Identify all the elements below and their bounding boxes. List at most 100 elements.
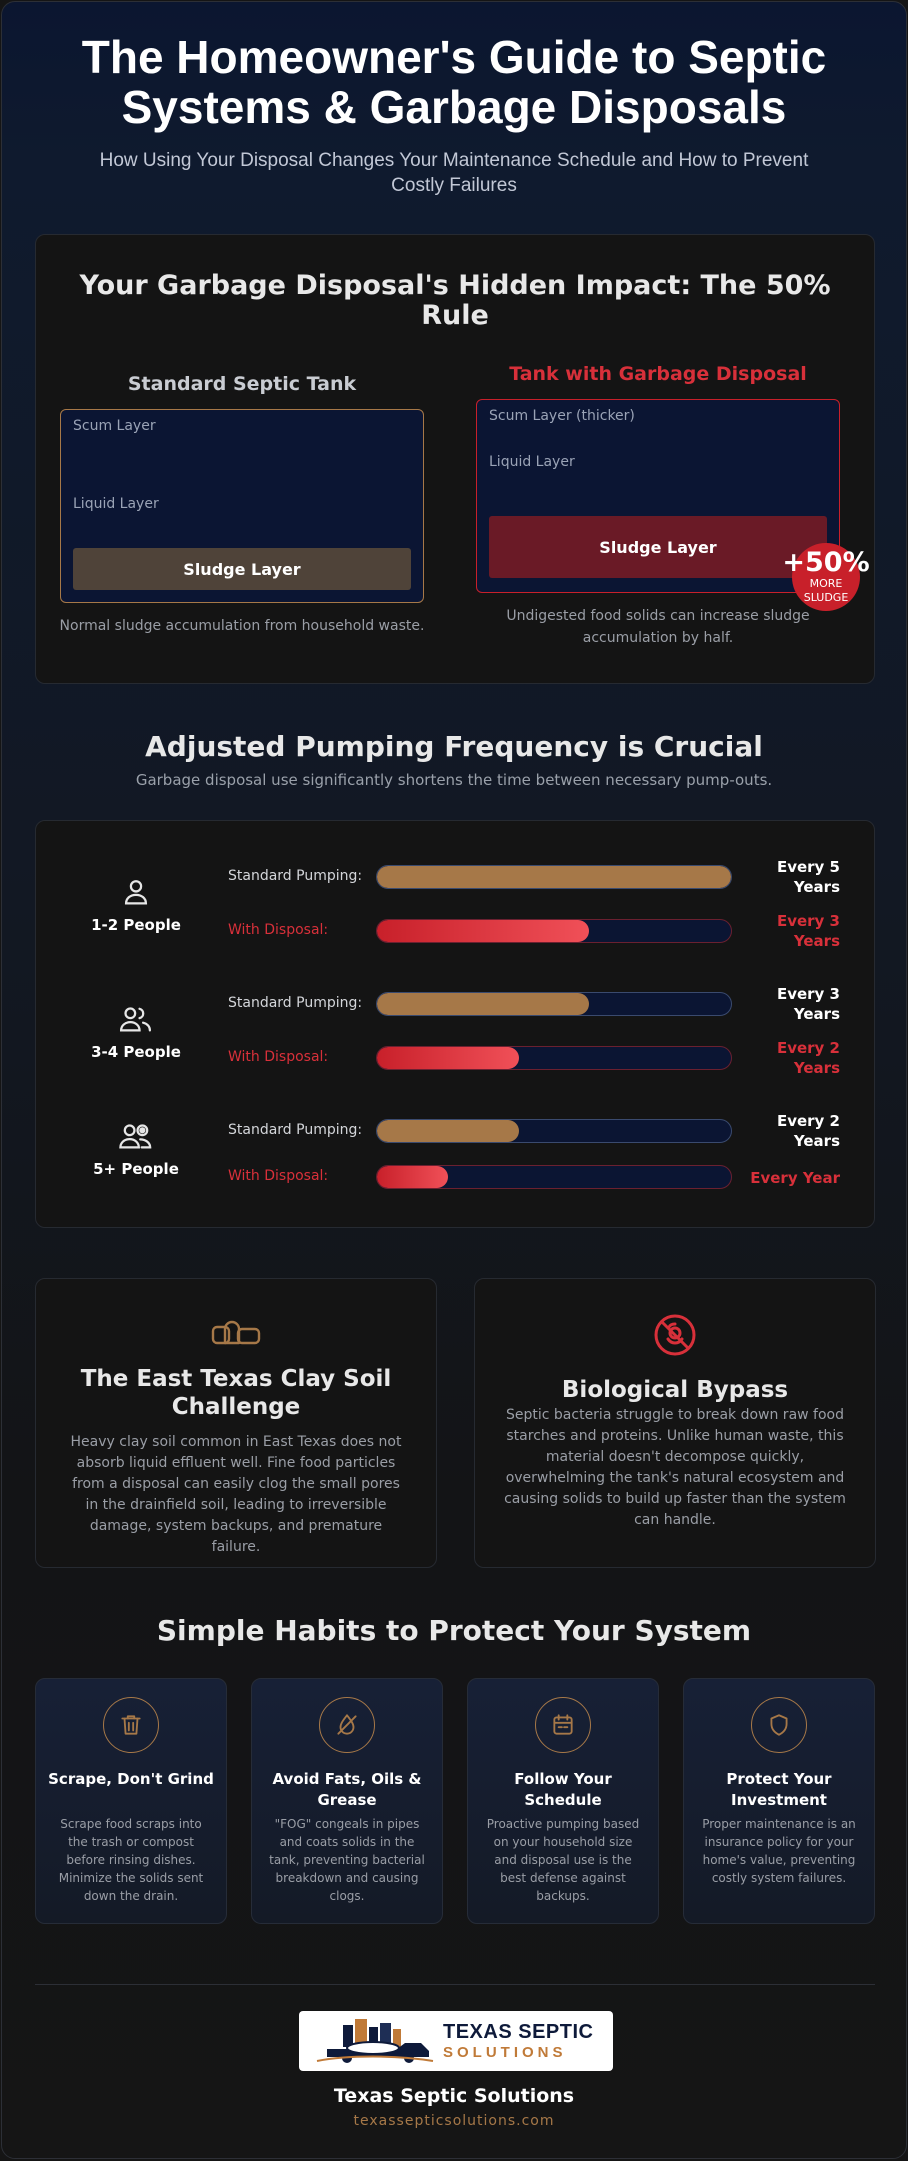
pumping-subtitle: Garbage disposal use significantly short… bbox=[135, 771, 773, 789]
biological-bypass-title: Biological Bypass bbox=[561, 1377, 789, 1403]
people-count-label: 1-2 People bbox=[91, 916, 181, 934]
standard-scum-label: Scum Layer bbox=[73, 418, 156, 434]
standard-pumping-value: Every 5 Years bbox=[776, 858, 840, 896]
habit-icon-circle bbox=[751, 1697, 807, 1753]
disposal-tank-heading: Tank with Garbage Disposal bbox=[509, 363, 807, 385]
habit-text: Proper maintenance is an insurance polic… bbox=[702, 1817, 856, 1885]
habit-text: Scrape food scraps into the trash or com… bbox=[58, 1817, 204, 1903]
disposal-pumping-bar bbox=[376, 1046, 732, 1070]
shield-icon bbox=[770, 1714, 788, 1736]
habit-title: Avoid Fats, Oils & Grease bbox=[272, 1770, 422, 1809]
badge-value: +50% bbox=[782, 547, 870, 578]
household-size-5-plus: 5+ People bbox=[76, 1119, 196, 1178]
habit-title: Follow Your Schedule bbox=[514, 1770, 612, 1809]
disposal-liquid-label: Liquid Layer bbox=[489, 454, 575, 470]
no-grease-drop-icon bbox=[337, 1714, 357, 1735]
hero-header: The Homeowner's Guide to Septic Systems … bbox=[2, 2, 906, 198]
disposal-pumping-fill bbox=[377, 1047, 519, 1069]
disposal-pumping-bar bbox=[376, 1165, 732, 1189]
disposal-pumping-bar bbox=[376, 919, 732, 943]
disposal-pumping-value: Every 2 Years bbox=[776, 1039, 840, 1077]
standard-pumping-row: Standard Pumping: Every 3 Years bbox=[36, 985, 876, 1023]
fifty-percent-badge: +50% MORE SLUDGE bbox=[782, 543, 870, 611]
clay-soil-icon bbox=[211, 1320, 261, 1345]
disposal-pumping-value: Every Year bbox=[750, 1169, 840, 1187]
habit-card-schedule: Follow Your Schedule Proactive pumping b… bbox=[467, 1678, 659, 1924]
badge-label-sludge: SLUDGE bbox=[803, 591, 849, 604]
habits-title: Simple Habits to Protect Your System bbox=[156, 1614, 752, 1647]
group-people-icon bbox=[119, 1124, 152, 1149]
two-people-icon bbox=[119, 1007, 152, 1032]
clay-soil-text: Heavy clay soil common in East Texas doe… bbox=[70, 1434, 402, 1555]
standard-pumping-bar bbox=[376, 865, 732, 889]
standard-pumping-value: Every 2 Years bbox=[776, 1112, 840, 1150]
pumping-card: 1-2 People Standard Pumping: Every 5 Yea… bbox=[35, 820, 875, 1228]
disposal-pumping-label: With Disposal: bbox=[228, 922, 329, 938]
disposal-pumping-fill bbox=[377, 1166, 448, 1188]
habit-text: "FOG" congeals in pipes and coats solids… bbox=[269, 1817, 425, 1903]
disposal-pumping-fill bbox=[377, 920, 590, 942]
biological-bypass-text: Septic bacteria struggle to break down r… bbox=[504, 1407, 846, 1528]
standard-tank-diagram: Scum Layer Liquid Layer Sludge Layer bbox=[60, 409, 424, 603]
biohazard-icon bbox=[654, 1314, 696, 1356]
disposal-pumping-row: With Disposal: Every Year bbox=[36, 1163, 876, 1191]
standard-tank-heading: Standard Septic Tank bbox=[127, 373, 357, 395]
standard-liquid-label: Liquid Layer bbox=[73, 496, 159, 512]
impact-card: Your Garbage Disposal's Hidden Impact: T… bbox=[35, 234, 875, 684]
standard-pumping-value: Every 3 Years bbox=[776, 985, 840, 1023]
page-subtitle: How Using Your Disposal Changes Your Mai… bbox=[99, 150, 809, 196]
badge-label-more: MORE bbox=[809, 577, 843, 590]
people-count-label: 3-4 People bbox=[91, 1043, 181, 1061]
disposal-tank-caption: Undigested food solids can increase slud… bbox=[506, 608, 810, 646]
clay-soil-card: The East Texas Clay Soil Challenge Heavy… bbox=[35, 1278, 437, 1568]
standard-sludge-layer: Sludge Layer bbox=[73, 548, 411, 590]
standard-pumping-fill bbox=[377, 866, 731, 888]
trash-icon bbox=[121, 1715, 141, 1735]
company-name: Texas Septic Solutions bbox=[333, 2085, 575, 2107]
habit-title: Protect Your Investment bbox=[726, 1770, 832, 1809]
standard-pumping-fill bbox=[377, 993, 590, 1015]
standard-pumping-row: Standard Pumping: Every 5 Years bbox=[36, 858, 876, 896]
habit-icon-circle bbox=[103, 1697, 159, 1753]
standard-pumping-bar bbox=[376, 1119, 732, 1143]
single-person-icon bbox=[124, 880, 148, 905]
clay-soil-title: The East Texas Clay Soil Challenge bbox=[80, 1366, 392, 1420]
biological-bypass-card: Biological Bypass Septic bacteria strugg… bbox=[474, 1278, 876, 1568]
disposal-pumping-label: With Disposal: bbox=[228, 1049, 329, 1065]
disposal-tank-column: Tank with Garbage Disposal Scum Layer (t… bbox=[474, 235, 842, 649]
household-size-1-2: 1-2 People bbox=[76, 875, 196, 934]
habit-icon-circle bbox=[319, 1697, 375, 1753]
company-logo[interactable]: TEXAS SEPTIC SOLUTIONS bbox=[299, 2011, 613, 2071]
standard-tank-column: Standard Septic Tank Scum Layer Liquid L… bbox=[58, 235, 426, 637]
disposal-pumping-label: With Disposal: bbox=[228, 1168, 329, 1184]
logo-text-line2: SOLUTIONS bbox=[443, 2044, 567, 2061]
habit-card-investment: Protect Your Investment Proper maintenan… bbox=[683, 1678, 875, 1924]
habit-card-fog: Avoid Fats, Oils & Grease "FOG" congeals… bbox=[251, 1678, 443, 1924]
calendar-icon bbox=[553, 1714, 573, 1735]
household-size-3-4: 3-4 People bbox=[76, 1002, 196, 1061]
disposal-pumping-value: Every 3 Years bbox=[776, 912, 840, 950]
habit-icon-circle bbox=[535, 1697, 591, 1753]
people-count-label: 5+ People bbox=[93, 1160, 179, 1178]
logo-truck-skyline-icon bbox=[316, 2019, 434, 2063]
disposal-pumping-row: With Disposal: Every 3 Years bbox=[36, 912, 876, 950]
habit-text: Proactive pumping based on your househol… bbox=[486, 1817, 640, 1903]
habit-card-scrape: Scrape, Don't Grind Scrape food scraps i… bbox=[35, 1678, 227, 1924]
standard-pumping-label: Standard Pumping: bbox=[228, 868, 363, 884]
logo-text-line1: TEXAS SEPTIC bbox=[443, 2021, 594, 2043]
standard-pumping-label: Standard Pumping: bbox=[228, 995, 363, 1011]
page-title: The Homeowner's Guide to Septic Systems … bbox=[81, 31, 827, 133]
disposal-scum-label: Scum Layer (thicker) bbox=[489, 408, 635, 424]
habit-title: Scrape, Don't Grind bbox=[48, 1770, 214, 1788]
standard-tank-caption: Normal sludge accumulation from househol… bbox=[59, 618, 425, 634]
impact-title: Your Garbage Disposal's Hidden Impact: T… bbox=[79, 270, 831, 331]
disposal-tank-diagram: Scum Layer (thicker) Liquid Layer Sludge… bbox=[476, 399, 840, 593]
pumping-title: Adjusted Pumping Frequency is Crucial bbox=[145, 730, 763, 763]
standard-pumping-row: Standard Pumping: Every 2 Years bbox=[36, 1112, 876, 1150]
footer-divider bbox=[35, 1984, 875, 1985]
standard-pumping-bar bbox=[376, 992, 732, 1016]
company-website-link[interactable]: texassepticsolutions.com bbox=[353, 2113, 555, 2129]
disposal-sludge-layer: Sludge Layer bbox=[489, 516, 827, 578]
standard-pumping-fill bbox=[377, 1120, 519, 1142]
